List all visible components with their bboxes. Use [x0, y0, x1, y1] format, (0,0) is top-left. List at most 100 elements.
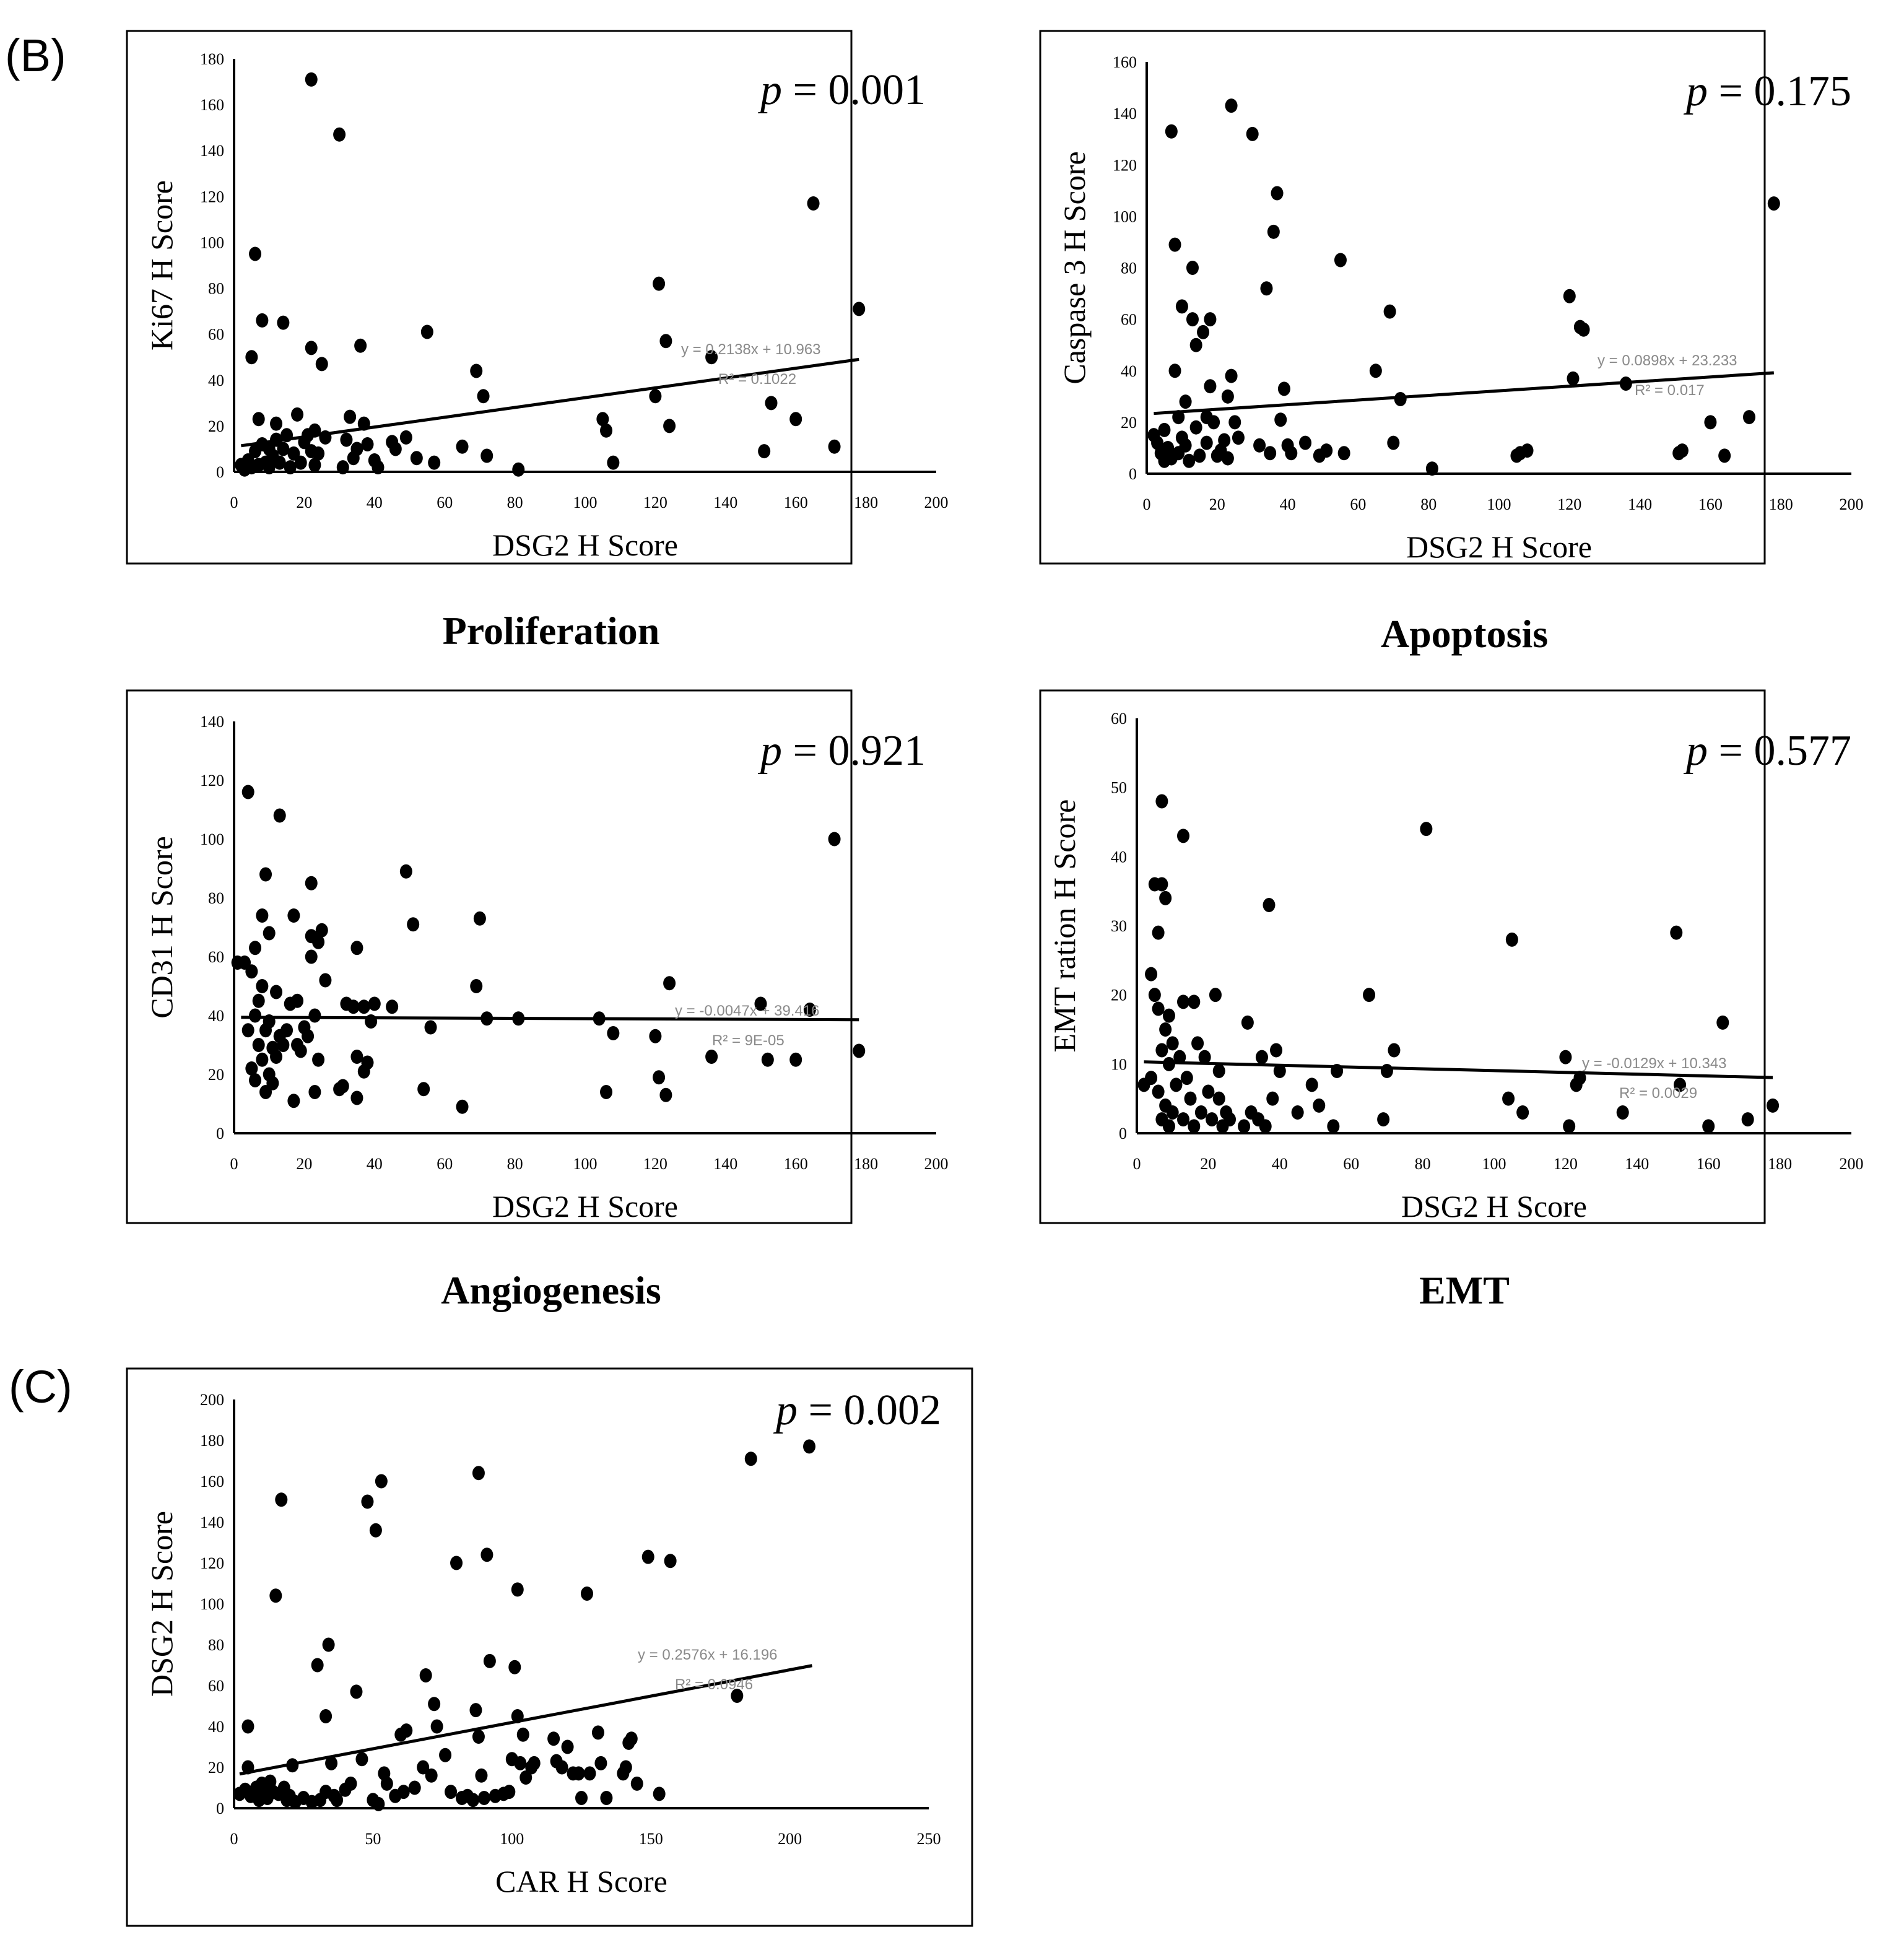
data-point: [519, 1770, 533, 1785]
y-tick-label: 120: [200, 188, 224, 206]
data-point: [361, 1494, 374, 1509]
data-point: [1179, 438, 1192, 453]
chart-frame: [1039, 30, 1766, 565]
chart-5: 0 50 100 150 200 250 0 20 40 60 80 100 120 140 160 180 2…: [126, 1367, 973, 1927]
data-point: [1337, 446, 1350, 461]
data-point: [663, 419, 676, 433]
data-point: [259, 867, 272, 882]
x-tick-label: 80: [507, 494, 523, 511]
data-point: [344, 1776, 357, 1791]
chart-panels: 0 20 40 60 80 100 120 140 160 180 2000204060801001…: [126, 30, 1864, 1927]
x-tick-label: 120: [643, 494, 667, 511]
data-point: [252, 412, 265, 427]
data-point: [312, 446, 325, 461]
data-point: [1383, 304, 1396, 319]
data-point: [853, 1043, 866, 1058]
data-point: [399, 864, 412, 879]
data-point: [291, 993, 304, 1008]
y-tick-label: 10: [1111, 1055, 1127, 1073]
y-tick-label: 160: [1113, 53, 1137, 71]
data-point: [731, 1689, 744, 1703]
data-point: [1189, 420, 1202, 435]
data-point: [512, 462, 525, 477]
x-tick-label: 160: [784, 494, 808, 511]
x-tick-label: 180: [1768, 1155, 1792, 1173]
data-point: [1148, 988, 1161, 1003]
data-point: [350, 442, 363, 456]
data-point: [472, 1730, 485, 1744]
data-point: [1179, 394, 1192, 409]
trend-equation: y = 0.2576x + 16.196: [638, 1647, 778, 1663]
data-point: [270, 985, 283, 999]
x-tick-label: 180: [854, 494, 878, 511]
data-point: [664, 1554, 677, 1569]
data-point: [245, 1061, 258, 1076]
x-tick-label: 150: [639, 1830, 663, 1848]
p-value: p = 0.002: [773, 1386, 941, 1434]
x-tick-label: 120: [643, 1155, 667, 1173]
y-tick-label: 180: [200, 1432, 224, 1450]
data-point: [1189, 337, 1202, 352]
p-value-symbol: p: [1683, 727, 1708, 775]
data-point: [583, 1766, 596, 1781]
x-tick-label: 40: [1280, 495, 1296, 513]
data-point: [241, 785, 254, 799]
x-tick-label: 0: [230, 494, 238, 511]
data-point: [1502, 1091, 1515, 1106]
x-axis-title: DSG2 H Score: [1406, 529, 1592, 564]
data-point: [256, 908, 269, 923]
x-tick-label: 100: [573, 1155, 598, 1173]
y-tick-label: 20: [208, 1759, 224, 1777]
data-point: [555, 1760, 568, 1775]
data-point: [249, 941, 262, 955]
data-point: [1742, 410, 1755, 425]
data-point: [1173, 1050, 1186, 1064]
data-point: [1394, 391, 1407, 406]
data-point: [483, 1653, 496, 1668]
data-point: [305, 949, 318, 964]
data-point: [275, 1492, 288, 1507]
x-tick-label: 140: [713, 1155, 737, 1173]
data-point: [320, 1709, 333, 1723]
y-tick-label: 100: [1113, 207, 1137, 225]
x-tick-label: 80: [1415, 1155, 1431, 1173]
data-point: [758, 444, 771, 459]
x-tick-label: 20: [1209, 495, 1225, 513]
y-tick-label: 30: [1111, 917, 1127, 935]
y-tick-label: 60: [1121, 311, 1137, 329]
y-tick-label: 180: [200, 50, 224, 68]
p-value-number: = 0.921: [782, 727, 926, 775]
data-point: [357, 999, 370, 1014]
data-point: [480, 448, 493, 463]
x-tick-label: 60: [1350, 495, 1366, 513]
data-point: [472, 1466, 485, 1481]
data-point: [1266, 1091, 1279, 1106]
data-point: [263, 926, 276, 941]
y-axis-title: Caspase 3 H Score: [1057, 151, 1092, 384]
data-point: [1204, 379, 1217, 394]
data-point: [305, 341, 318, 355]
y-tick-label: 50: [1111, 779, 1127, 797]
data-point: [528, 1756, 541, 1770]
data-point: [1718, 448, 1731, 463]
data-point: [1676, 443, 1689, 458]
data-point: [249, 1073, 262, 1087]
data-point: [428, 455, 441, 470]
data-point: [287, 908, 300, 923]
data-point: [1194, 1105, 1207, 1120]
p-value-symbol: p: [773, 1386, 798, 1434]
x-tick-label: 50: [365, 1830, 381, 1848]
y-tick-label: 140: [200, 713, 224, 731]
data-point: [1420, 822, 1433, 837]
data-point: [252, 1038, 265, 1052]
data-point: [1670, 925, 1683, 940]
data-point: [607, 1026, 620, 1040]
data-point: [761, 1052, 774, 1067]
data-point: [399, 430, 412, 445]
y-tick-label: 80: [1121, 259, 1137, 277]
r-squared: R² = 0.0946: [675, 1676, 753, 1693]
data-point: [350, 941, 363, 955]
x-tick-label: 200: [1840, 1155, 1864, 1173]
y-tick-label: 0: [1129, 465, 1137, 483]
data-point: [1521, 443, 1534, 458]
